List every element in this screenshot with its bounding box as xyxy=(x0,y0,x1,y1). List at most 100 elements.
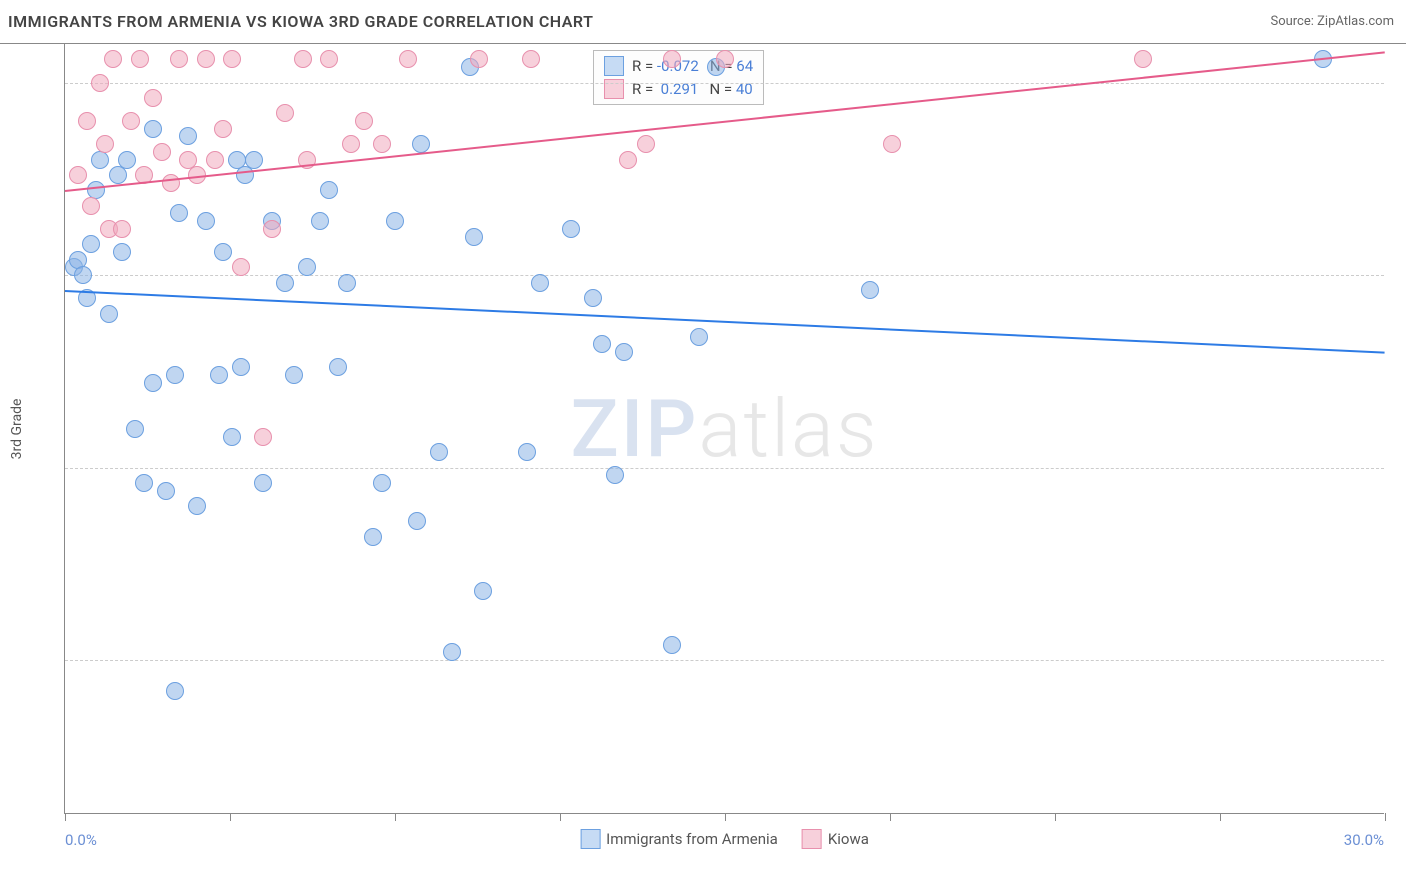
data-point xyxy=(606,466,624,484)
data-point xyxy=(166,682,184,700)
x-tick xyxy=(560,813,561,821)
y-tick-label: 92.5% xyxy=(1396,651,1406,669)
data-point xyxy=(91,74,109,92)
data-point xyxy=(223,50,241,68)
data-point xyxy=(214,243,232,261)
grid-line xyxy=(65,275,1384,276)
watermark: ZIPatlas xyxy=(571,382,879,476)
data-point xyxy=(96,135,114,153)
data-point xyxy=(104,50,122,68)
legend-swatch xyxy=(802,829,822,849)
data-point xyxy=(465,228,483,246)
data-point xyxy=(188,497,206,515)
data-point xyxy=(223,428,241,446)
data-point xyxy=(214,120,232,138)
data-point xyxy=(245,151,263,169)
data-point xyxy=(91,151,109,169)
data-point xyxy=(408,512,426,530)
data-point xyxy=(78,112,96,130)
data-point xyxy=(197,212,215,230)
data-point xyxy=(663,636,681,654)
data-point xyxy=(663,50,681,68)
data-point xyxy=(399,50,417,68)
data-point xyxy=(619,151,637,169)
data-point xyxy=(276,104,294,122)
data-point xyxy=(153,143,171,161)
data-point xyxy=(637,135,655,153)
data-point xyxy=(474,582,492,600)
x-tick xyxy=(1385,813,1386,821)
x-tick xyxy=(65,813,66,821)
data-point xyxy=(232,358,250,376)
data-point xyxy=(157,482,175,500)
data-point xyxy=(285,366,303,384)
x-tick xyxy=(230,813,231,821)
watermark-atlas: atlas xyxy=(698,382,878,476)
scatter-plot: 3rd Grade ZIPatlas R = -0.072 N = 64R = … xyxy=(64,44,1384,814)
data-point xyxy=(690,328,708,346)
y-tick-label: 97.5% xyxy=(1396,266,1406,284)
data-point xyxy=(412,135,430,153)
legend-item: Kiowa xyxy=(802,829,869,849)
data-point xyxy=(179,127,197,145)
data-point xyxy=(430,443,448,461)
x-tick xyxy=(1220,813,1221,821)
data-point xyxy=(236,166,254,184)
legend-row: R = 0.291 N = 40 xyxy=(604,78,753,101)
data-point xyxy=(364,528,382,546)
data-point xyxy=(861,281,879,299)
legend-text: R = 0.291 N = 40 xyxy=(632,78,753,101)
legend-label: Immigrants from Armenia xyxy=(606,830,778,848)
data-point xyxy=(386,212,404,230)
data-point xyxy=(170,204,188,222)
data-point xyxy=(584,289,602,307)
data-point xyxy=(522,50,540,68)
data-point xyxy=(311,212,329,230)
data-point xyxy=(162,174,180,192)
data-point xyxy=(443,643,461,661)
data-point xyxy=(131,50,149,68)
data-point xyxy=(1134,50,1152,68)
data-point xyxy=(210,366,228,384)
data-point xyxy=(373,474,391,492)
data-point xyxy=(122,112,140,130)
y-tick-label: 100.0% xyxy=(1396,74,1406,92)
data-point xyxy=(118,151,136,169)
title-bar: IMMIGRANTS FROM ARMENIA VS KIOWA 3RD GRA… xyxy=(0,0,1406,44)
x-tick xyxy=(890,813,891,821)
data-point xyxy=(294,50,312,68)
y-axis-title: 3rd Grade xyxy=(9,398,25,459)
grid-line xyxy=(65,660,1384,661)
legend-text: R = -0.072 N = 64 xyxy=(632,55,753,78)
data-point xyxy=(74,266,92,284)
legend-swatch xyxy=(580,829,600,849)
data-point xyxy=(470,50,488,68)
data-point xyxy=(263,220,281,238)
data-point xyxy=(883,135,901,153)
data-point xyxy=(197,50,215,68)
data-point xyxy=(593,335,611,353)
x-tick xyxy=(725,813,726,821)
data-point xyxy=(126,420,144,438)
data-point xyxy=(329,358,347,376)
chart-title: IMMIGRANTS FROM ARMENIA VS KIOWA 3RD GRA… xyxy=(8,12,593,31)
data-point xyxy=(69,166,87,184)
series-legend: Immigrants from Armenia Kiowa xyxy=(580,829,869,849)
data-point xyxy=(716,50,734,68)
data-point xyxy=(298,258,316,276)
data-point xyxy=(615,343,633,361)
watermark-zip: ZIP xyxy=(571,382,699,476)
x-tick xyxy=(395,813,396,821)
data-point xyxy=(170,50,188,68)
data-point xyxy=(320,181,338,199)
data-point xyxy=(109,166,127,184)
data-point xyxy=(320,50,338,68)
data-point xyxy=(82,197,100,215)
data-point xyxy=(113,220,131,238)
x-axis-min-label: 0.0% xyxy=(65,831,97,849)
x-tick xyxy=(1055,813,1056,821)
data-point xyxy=(232,258,250,276)
data-point xyxy=(144,89,162,107)
data-point xyxy=(254,474,272,492)
trend-line xyxy=(65,290,1385,354)
